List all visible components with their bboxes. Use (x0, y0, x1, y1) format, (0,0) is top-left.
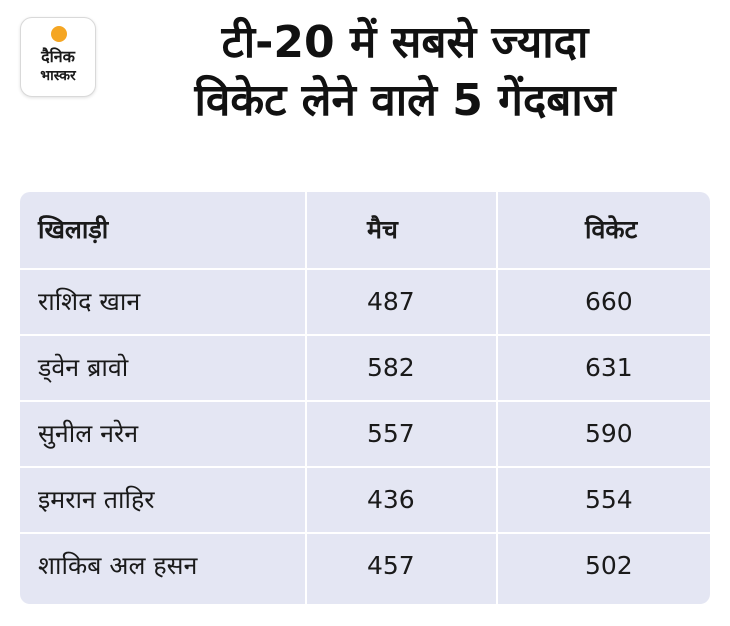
matches-value: 457 (367, 551, 415, 580)
matches-value: 557 (367, 419, 415, 448)
player-name: इमरान ताहिर (38, 485, 155, 514)
page-title: टी-20 में सबसे ज्यादा विकेट लेने वाले 5 … (100, 14, 710, 130)
table-row: सुनील नरेन 557 590 (20, 402, 710, 468)
header-matches: मैच (367, 215, 398, 244)
sun-icon (51, 26, 67, 42)
player-name: शाकिब अल हसन (38, 551, 198, 580)
player-name: राशिद खान (38, 287, 141, 316)
table-row: शाकिब अल हसन 457 502 (20, 534, 710, 604)
header-player: खिलाड़ी (38, 215, 109, 244)
logo-text-line1: दैनिक (41, 47, 75, 66)
column-divider (496, 192, 498, 604)
table-row: इमरान ताहिर 436 554 (20, 468, 710, 534)
wickets-value: 590 (585, 419, 633, 448)
table-header-row: खिलाड़ी मैच विकेट (20, 192, 710, 270)
logo-text-line2: भास्कर (40, 68, 76, 84)
brand-logo: दैनिक भास्कर (20, 17, 96, 97)
wickets-value: 554 (585, 485, 633, 514)
player-name: सुनील नरेन (38, 419, 139, 448)
wickets-value: 631 (585, 353, 633, 382)
table-row: ड्वेन ब्रावो 582 631 (20, 336, 710, 402)
title-line-1: टी-20 में सबसे ज्यादा (221, 17, 589, 68)
stats-table: खिलाड़ी मैच विकेट राशिद खान 487 660 ड्वे… (20, 192, 710, 604)
wickets-value: 502 (585, 551, 633, 580)
matches-value: 487 (367, 287, 415, 316)
table-row: राशिद खान 487 660 (20, 270, 710, 336)
player-name: ड्वेन ब्रावो (38, 353, 129, 382)
header-wickets: विकेट (585, 215, 638, 244)
wickets-value: 660 (585, 287, 633, 316)
matches-value: 582 (367, 353, 415, 382)
matches-value: 436 (367, 485, 415, 514)
title-line-2: विकेट लेने वाले 5 गेंदबाज (194, 75, 616, 126)
column-divider (305, 192, 307, 604)
